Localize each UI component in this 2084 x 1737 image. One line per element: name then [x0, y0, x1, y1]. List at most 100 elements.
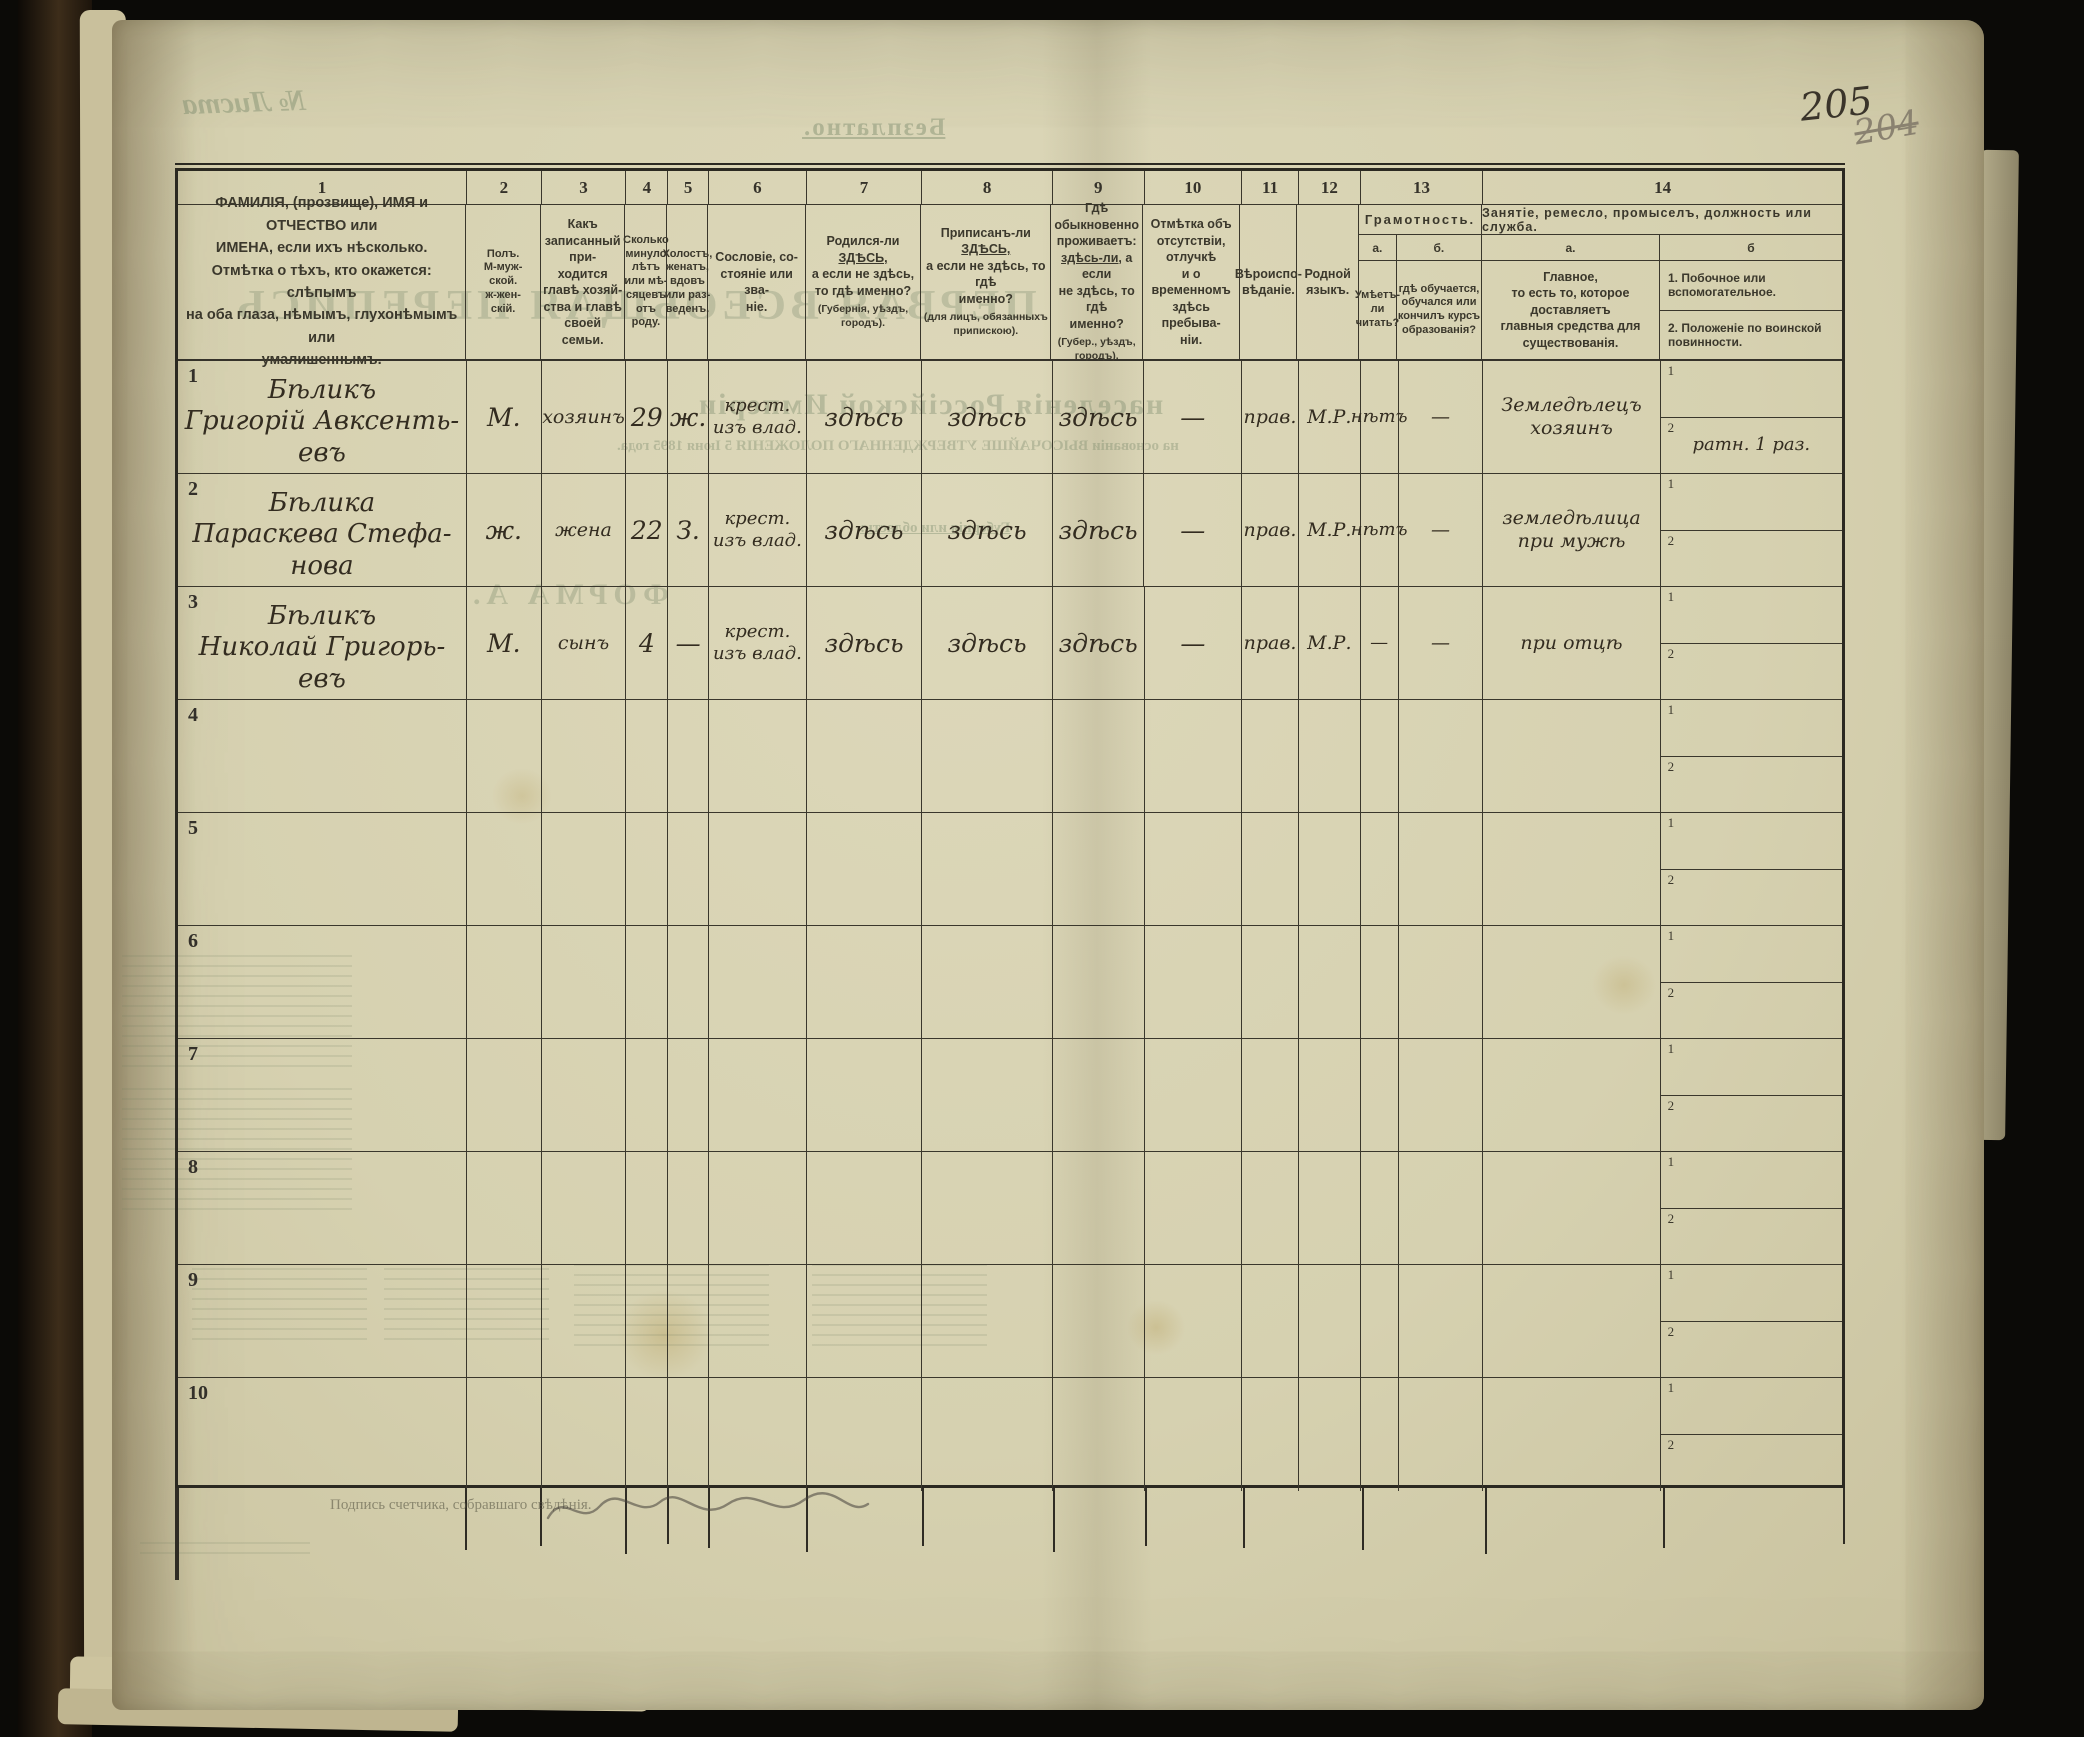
- cell-relation: [542, 700, 627, 812]
- cell-military-status: 2: [1661, 1435, 1842, 1491]
- header-occupation-b: б: [1747, 240, 1755, 255]
- cell-sex: [467, 700, 542, 812]
- cell-literacy-school: —: [1399, 361, 1484, 473]
- cell-residence: [1053, 1378, 1145, 1491]
- cell-occupation-side: 1 2: [1660, 1039, 1842, 1151]
- cell-name: 6: [178, 926, 467, 1038]
- header-literacy-school: гдѣ обучается, обучался или кончилъ курс…: [1397, 282, 1481, 336]
- col-number-13: 13: [1361, 171, 1484, 204]
- sub-row-number-1: 1: [1667, 702, 1675, 717]
- cell-religion: прав.: [1242, 474, 1299, 586]
- cell-age: [626, 1378, 669, 1491]
- cell-literacy-school: —: [1399, 587, 1484, 699]
- cell-literacy-school: [1399, 1265, 1484, 1377]
- header-occupation-side: 1. Побочное или вспомогательное. 2. Поло…: [1659, 261, 1842, 359]
- sub-row-number-2: 2: [1667, 758, 1675, 774]
- sub-row-number-2: 2: [1667, 419, 1675, 435]
- cell-age: [626, 1152, 669, 1264]
- cell-relation: [542, 1378, 627, 1491]
- cell-sex: [467, 813, 542, 925]
- header-language: Родной языкъ.: [1297, 205, 1359, 359]
- cell-occupation-side: 1 2: [1660, 813, 1842, 925]
- header-residence-lead: Гдѣ обыкновенно проживаетъ:: [1054, 201, 1140, 249]
- header-birthplace: Родился-ли ЗДѢСЬ, а если не здѣсь, то гд…: [806, 205, 922, 359]
- sub-row-number-1: 1: [1667, 1041, 1675, 1056]
- cell-registration: [922, 700, 1053, 812]
- cell-occupation-side-1: 1: [1660, 1039, 1842, 1096]
- cell-sex: М.: [467, 361, 542, 473]
- header-registration-rest: а если не здѣсь, то гдѣ именно?: [926, 258, 1046, 306]
- header-titles: ФАМИЛІЯ, (прозвище), ИМЯ и ОТЧЕСТВО или …: [178, 195, 1842, 368]
- header-occupation-side-2: 2. Положеніе по воинской повинности.: [1667, 320, 1822, 349]
- header-residence-here: здѣсь-ли,: [1061, 250, 1122, 265]
- header-residence-rest: не здѣсь, то гдѣ именно?: [1058, 283, 1135, 331]
- bleed-sheet-number: № Листа: [181, 83, 307, 122]
- sub-row-number-1: 1: [1667, 476, 1675, 491]
- cell-literacy-school: [1399, 700, 1484, 812]
- cell-birthplace: [807, 1039, 923, 1151]
- sub-row-number-1: 1: [1667, 1380, 1675, 1395]
- col-number-7: 7: [807, 171, 923, 204]
- sub-row-number-2: 2: [1667, 1437, 1675, 1452]
- cell-religion: [1242, 1152, 1299, 1264]
- cell-literacy-read: [1361, 1265, 1399, 1377]
- sub-row-number-2: 2: [1667, 532, 1675, 548]
- cell-registration: [922, 1265, 1053, 1377]
- row-number: 8: [188, 1156, 198, 1178]
- cell-absence: [1145, 926, 1243, 1038]
- header-registration-note: (для лицъ, обязанныхъ припискою).: [923, 311, 1048, 338]
- cell-estate: крест. изъ влад.: [709, 587, 807, 699]
- sub-row-number-2: 2: [1667, 1097, 1675, 1113]
- header-estate: Сословіе, со- стояніе или зва- ніе.: [708, 205, 806, 359]
- cell-literacy-school: [1399, 1039, 1484, 1151]
- cell-occupation-side-1: 1: [1660, 1378, 1842, 1435]
- table-row: 7 1 2: [178, 1039, 1842, 1152]
- cell-occupation-side: 1 2: [1660, 474, 1842, 586]
- cell-language: [1299, 926, 1361, 1038]
- cell-literacy-read: [1361, 1039, 1399, 1151]
- cell-registration: [922, 813, 1053, 925]
- cell-literacy-school: [1399, 1152, 1484, 1264]
- header-age: Сколько минуло лѣтъ или мѣ- сяцевъ отъ р…: [623, 205, 669, 359]
- header-sex: Полъ. М-муж- ской. ж-жен- скій.: [466, 205, 541, 359]
- cell-estate: [709, 1265, 807, 1377]
- cell-registration: [922, 926, 1053, 1038]
- sub-row-number-2: 2: [1667, 871, 1675, 887]
- cell-language: [1299, 813, 1361, 925]
- census-table: 1 2 3 4 5 6 7 8 9 10 11 12 13 14 ФАМИЛІЯ…: [175, 163, 1845, 1491]
- cell-literacy-school: [1399, 813, 1484, 925]
- header-residence-note: (Губер., уѣздъ, городъ).: [1057, 336, 1136, 362]
- cell-absence: [1145, 1039, 1243, 1151]
- header-registration-lead: Приписанъ-ли: [940, 225, 1031, 240]
- cell-literacy-read: —: [1361, 587, 1399, 699]
- cell-residence: [1053, 1265, 1145, 1377]
- cell-birthplace: [807, 1378, 923, 1491]
- cell-relation: жена: [542, 474, 627, 586]
- table-row: 9 1 2: [178, 1265, 1842, 1378]
- cell-name: 9: [178, 1265, 467, 1377]
- header-occupation-main: Главное, то есть то, которое доставляетъ…: [1482, 261, 1660, 359]
- cell-residence: [1053, 1039, 1145, 1151]
- header-absence: Отмѣтка объ отсутствіи, отлучкѣ и о врем…: [1143, 205, 1241, 359]
- cell-age: [626, 1265, 669, 1377]
- col-number-11: 11: [1242, 171, 1299, 204]
- cell-residence: здѣсь: [1053, 587, 1145, 699]
- cell-relation: сынъ: [542, 587, 627, 699]
- header-occupation-group: Занятіе, ремесло, промыселъ, должность и…: [1481, 205, 1842, 359]
- cell-sex: [467, 1039, 542, 1151]
- cell-birthplace: здѣсь: [807, 361, 923, 473]
- cell-sex: [467, 1378, 542, 1491]
- header-birthplace-note: (Губернія, уѣздъ, городъ).: [817, 303, 909, 329]
- cell-residence: здѣсь: [1053, 474, 1145, 586]
- cell-relation: [542, 1265, 627, 1377]
- cell-absence: —: [1144, 474, 1243, 586]
- cell-language: [1299, 700, 1361, 812]
- header-column-numbers: 1 2 3 4 5 6 7 8 9 10 11 12 13 14: [178, 171, 1842, 205]
- cell-religion: [1242, 813, 1299, 925]
- enumerator-signature-handwriting: [546, 1492, 870, 1520]
- cell-age: 4: [626, 587, 669, 699]
- table-row: 5 1 2: [178, 813, 1842, 926]
- row-number: 2: [188, 478, 198, 500]
- name-handwriting: Бѣликъ Григорій Авксенть- евъ: [184, 375, 460, 468]
- row-number: 3: [188, 591, 198, 613]
